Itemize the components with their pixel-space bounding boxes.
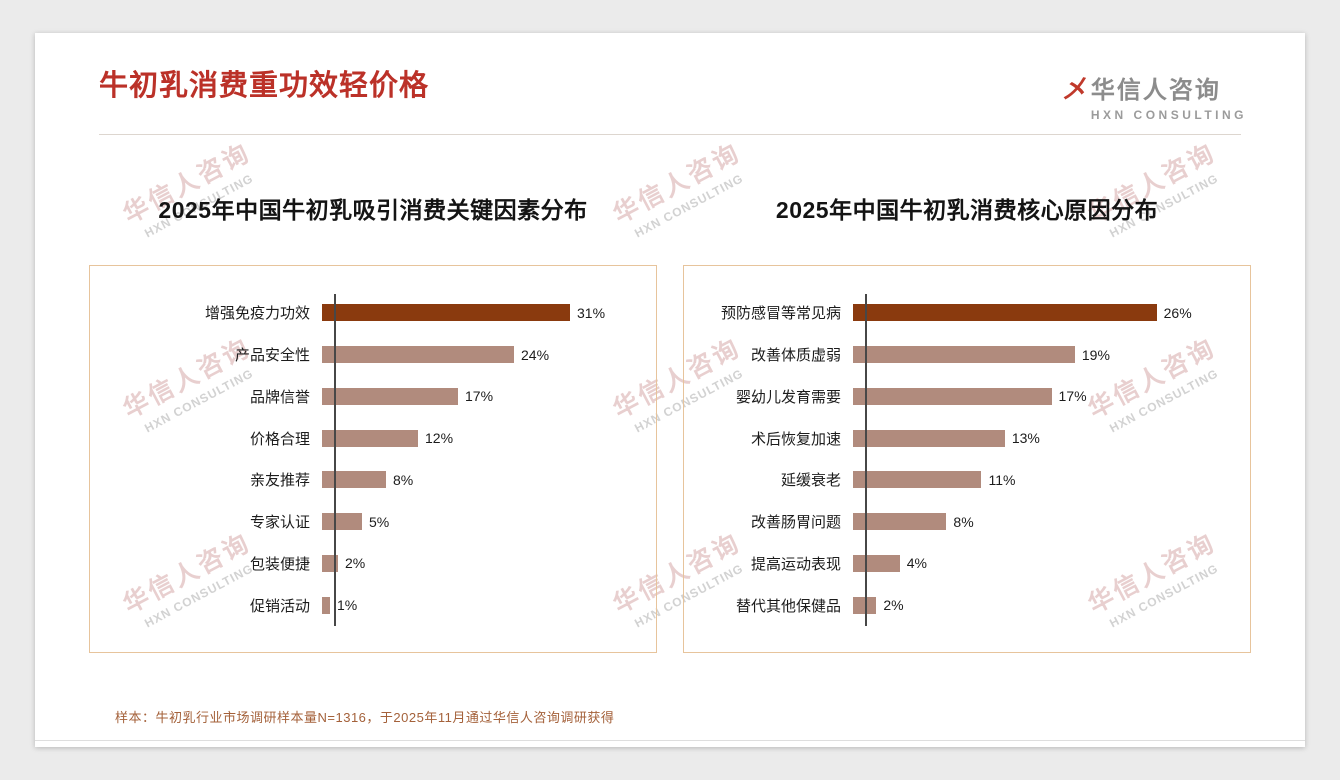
bar-category-label: 改善肠胃问题 bbox=[750, 514, 841, 532]
bar-category-label: 亲友推荐 bbox=[249, 472, 310, 490]
bar-row: 价格合理 12% bbox=[104, 418, 638, 458]
bar-category-label: 专家认证 bbox=[249, 514, 310, 532]
bar bbox=[853, 596, 877, 614]
bar bbox=[322, 346, 514, 364]
bar-track: 26% bbox=[853, 293, 1232, 333]
bar bbox=[853, 471, 982, 489]
bar bbox=[322, 554, 338, 572]
bar-category-label: 包装便捷 bbox=[249, 555, 310, 573]
bar bbox=[853, 513, 947, 531]
bar-category-label: 增强免疫力功效 bbox=[204, 305, 310, 323]
bar bbox=[853, 429, 1005, 447]
bar-track: 11% bbox=[853, 460, 1232, 500]
bar-row: 改善体质虚弱 19% bbox=[698, 335, 1232, 375]
bar-value-label: 2% bbox=[883, 597, 904, 614]
logo-name: 华信人咨询 bbox=[1090, 77, 1221, 104]
bar-track: 17% bbox=[322, 376, 638, 416]
logo-mark-icon: 㐅 bbox=[1060, 74, 1087, 104]
company-logo: 㐅 华信人咨询 HXN CONSULTING bbox=[1061, 69, 1247, 122]
bar-track: 8% bbox=[853, 502, 1232, 542]
bar bbox=[322, 304, 570, 322]
bar-category-label: 术后恢复加速 bbox=[750, 430, 841, 448]
bar-category-label: 延缓衰老 bbox=[780, 472, 841, 490]
bar-track: 5% bbox=[322, 502, 638, 542]
bar-value-label: 17% bbox=[1058, 388, 1087, 405]
bar-value-label: 11% bbox=[988, 471, 1016, 488]
bar-value-label: 26% bbox=[1163, 304, 1192, 321]
bar-row: 预防感冒等常见病 26% bbox=[698, 293, 1232, 333]
logo-subtitle: HXN CONSULTING bbox=[1090, 108, 1247, 122]
header-divider bbox=[99, 134, 1241, 135]
bar-value-label: 1% bbox=[337, 597, 358, 614]
bar-value-label: 8% bbox=[393, 471, 414, 488]
bar-row: 婴幼儿发育需要 17% bbox=[698, 376, 1232, 416]
chart-title-right: 2025年中国牛初乳消费核心原因分布 bbox=[775, 197, 1159, 223]
bar-track: 13% bbox=[853, 418, 1232, 458]
bar-category-label: 预防感冒等常见病 bbox=[720, 305, 841, 323]
bar-track: 2% bbox=[853, 585, 1232, 625]
chart-title-left: 2025年中国牛初乳吸引消费关键因素分布 bbox=[158, 197, 588, 223]
bar-row: 术后恢复加速 13% bbox=[698, 418, 1232, 458]
bar bbox=[322, 387, 458, 405]
bar-category-label: 提高运动表现 bbox=[750, 555, 841, 573]
bar-value-label: 12% bbox=[425, 430, 454, 447]
bar-category-label: 婴幼儿发育需要 bbox=[735, 388, 841, 406]
bar-value-label: 4% bbox=[906, 555, 927, 572]
bar-track: 4% bbox=[853, 543, 1232, 583]
bar-track: 17% bbox=[853, 376, 1232, 416]
bar-row: 提高运动表现 4% bbox=[698, 543, 1232, 583]
bar bbox=[853, 304, 1157, 322]
bar-category-label: 价格合理 bbox=[249, 430, 310, 448]
bar-row: 产品安全性 24% bbox=[104, 335, 638, 375]
bar-category-label: 品牌信誉 bbox=[249, 388, 310, 406]
bar-track: 24% bbox=[322, 335, 638, 375]
bar-row: 包装便捷 2% bbox=[104, 543, 638, 583]
bar-row: 增强免疫力功效 31% bbox=[104, 293, 638, 333]
charts-area: 2025年中国牛初乳吸引消费关键因素分布 增强免疫力功效 31% 产品安全性 24% 品… bbox=[89, 191, 1251, 653]
bar-category-label: 促销活动 bbox=[249, 597, 310, 615]
bar-row: 品牌信誉 17% bbox=[104, 376, 638, 416]
bar bbox=[853, 346, 1075, 364]
chart-section-right: 2025年中国牛初乳消费核心原因分布 预防感冒等常见病 26% 改善体质虚弱 19% 婴… bbox=[683, 191, 1251, 653]
bar-chart-right: 预防感冒等常见病 26% 改善体质虚弱 19% 婴幼儿发育需要 17% 术后恢复加速 13% 延… bbox=[683, 265, 1251, 653]
bar bbox=[322, 596, 330, 614]
bar-row: 替代其他保健品 2% bbox=[698, 585, 1232, 625]
bar-value-label: 2% bbox=[345, 555, 366, 572]
bar-chart-left: 增强免疫力功效 31% 产品安全性 24% 品牌信誉 17% 价格合理 12% 亲友推荐 8% 专家… bbox=[89, 265, 657, 653]
bar-row: 专家认证 5% bbox=[104, 502, 638, 542]
bar-value-label: 24% bbox=[521, 346, 550, 363]
bar-value-label: 5% bbox=[369, 513, 390, 530]
chart-section-left: 2025年中国牛初乳吸引消费关键因素分布 增强免疫力功效 31% 产品安全性 24% 品… bbox=[89, 191, 657, 653]
slide-header: 牛初乳消费重功效轻价格 㐅 华信人咨询 HXN CONSULTING bbox=[35, 33, 1305, 122]
sample-note: 样本：牛初乳行业市场调研样本量N=1316，于2025年11月通过华信人咨询调研… bbox=[115, 710, 615, 725]
bar bbox=[322, 429, 418, 447]
bar-category-label: 替代其他保健品 bbox=[735, 597, 841, 615]
bar-value-label: 17% bbox=[465, 388, 494, 405]
bar-category-label: 产品安全性 bbox=[234, 347, 310, 365]
bar bbox=[853, 554, 900, 572]
bar-row: 延缓衰老 11% bbox=[698, 460, 1232, 500]
bar bbox=[853, 387, 1052, 405]
page-title: 牛初乳消费重功效轻价格 bbox=[99, 70, 430, 102]
bar-row: 亲友推荐 8% bbox=[104, 460, 638, 500]
bar-value-label: 31% bbox=[577, 304, 606, 321]
bar bbox=[322, 513, 362, 531]
bar-track: 2% bbox=[322, 543, 638, 583]
slide-card: 华信人咨询 HXN CONSULTING 华信人咨询 HXN CONSULTING 华信… bbox=[35, 33, 1305, 747]
bar-value-label: 19% bbox=[1081, 346, 1110, 363]
slide-footer: ©2026.1 HXR华信人咨询 www.hxrcon.com bbox=[35, 740, 1305, 747]
bar-track: 1% bbox=[322, 585, 638, 625]
bar-track: 12% bbox=[322, 418, 638, 458]
bar-value-label: 13% bbox=[1011, 430, 1040, 447]
bar-row: 促销活动 1% bbox=[104, 585, 638, 625]
bar-row: 改善肠胃问题 8% bbox=[698, 502, 1232, 542]
bar-track: 8% bbox=[322, 460, 638, 500]
bar-track: 19% bbox=[853, 335, 1232, 375]
bar bbox=[322, 471, 386, 489]
bar-track: 31% bbox=[322, 293, 638, 333]
logo-wordmark: 㐅 华信人咨询 bbox=[1061, 69, 1247, 106]
bar-category-label: 改善体质虚弱 bbox=[750, 347, 841, 365]
bar-value-label: 8% bbox=[953, 513, 974, 530]
